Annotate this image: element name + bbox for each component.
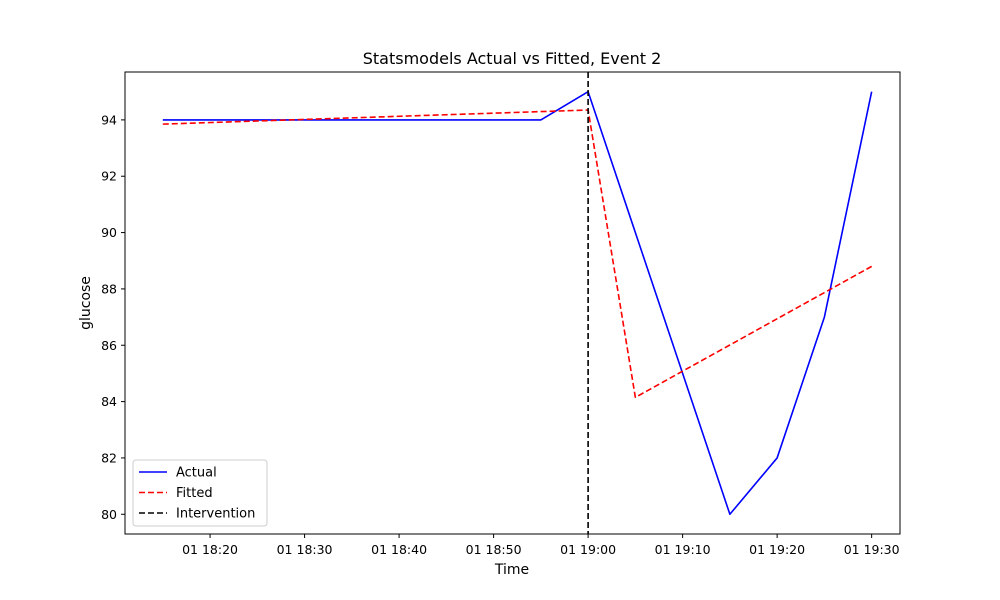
x-tick-label: 01 19:30	[844, 542, 900, 557]
legend-label-fitted: Fitted	[176, 486, 213, 501]
legend-box	[132, 459, 268, 527]
x-tick-label: 01 18:30	[277, 542, 333, 557]
x-tick-label: 01 19:10	[655, 542, 711, 557]
y-tick-label: 88	[101, 281, 117, 296]
y-tick-label: 86	[101, 338, 117, 353]
x-axis: 01 18:20 01 18:30 01 18:40 01 18:50 01 19:00…	[182, 534, 900, 557]
x-tick-label: 01 18:20	[182, 542, 238, 557]
chart-title: Statsmodels Actual vs Fitted, Event 2	[363, 49, 662, 68]
x-tick-label: 01 18:50	[466, 542, 522, 557]
legend-label-actual: Actual	[176, 466, 217, 481]
plot-content	[162, 72, 873, 534]
y-axis-label: glucose	[78, 276, 94, 330]
y-tick-label: 84	[101, 394, 117, 409]
y-tick-label: 80	[101, 507, 117, 522]
series-line-fitted	[162, 109, 873, 399]
legend-label-intervention: Intervention	[176, 507, 255, 522]
y-tick-label: 94	[101, 112, 117, 127]
legend: Actual Fitted Intervention	[132, 459, 268, 527]
y-tick-label: 92	[101, 169, 117, 184]
y-axis: 80 82 84 86 88 90 92 94	[101, 112, 125, 522]
x-tick-label: 01 19:00	[560, 542, 616, 557]
y-tick-label: 82	[101, 450, 117, 465]
x-tick-label: 01 18:40	[371, 542, 427, 557]
x-axis-label: Time	[494, 562, 529, 578]
plot-frame	[124, 71, 901, 535]
y-tick-label: 90	[101, 225, 117, 240]
x-tick-label: 01 19:20	[749, 542, 805, 557]
series-line-actual	[162, 90, 873, 516]
